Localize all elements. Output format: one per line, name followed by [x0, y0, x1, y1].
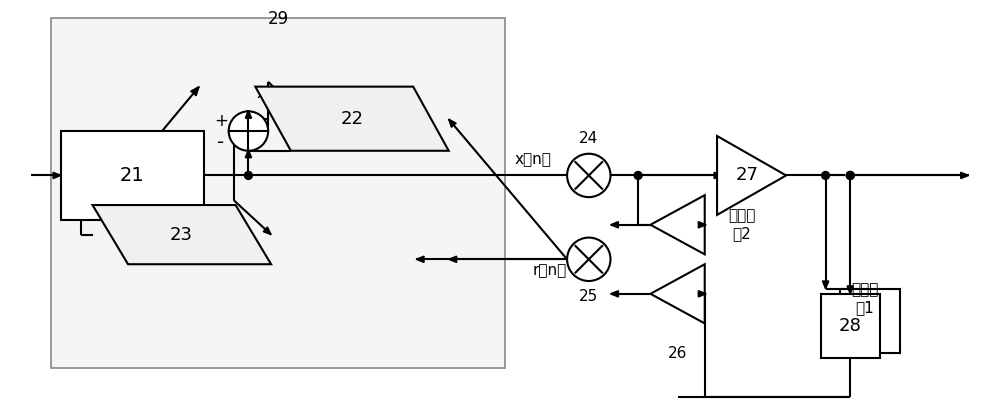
Text: 28: 28 [839, 317, 862, 335]
Polygon shape [245, 110, 252, 118]
Text: 27: 27 [735, 166, 758, 184]
Polygon shape [717, 136, 786, 215]
Text: 28: 28 [859, 312, 881, 330]
Polygon shape [416, 256, 424, 262]
Bar [61, 131, 204, 220]
Text: 23: 23 [170, 226, 193, 244]
Polygon shape [263, 227, 271, 234]
Polygon shape [847, 286, 853, 294]
Polygon shape [449, 119, 456, 127]
Polygon shape [961, 172, 969, 178]
Polygon shape [650, 264, 705, 323]
Polygon shape [255, 87, 449, 151]
Polygon shape [93, 205, 271, 264]
Circle shape [846, 171, 854, 179]
Text: -: - [217, 133, 224, 152]
Text: 观测回
剶1: 观测回 剶1 [851, 283, 879, 315]
Text: x（n）: x（n） [515, 153, 552, 168]
Text: 25: 25 [579, 289, 598, 304]
Bar [821, 294, 880, 358]
Text: r（n）: r（n） [533, 264, 567, 278]
Polygon shape [714, 172, 722, 178]
Bar [845, 171, 855, 181]
Polygon shape [611, 290, 618, 297]
Text: 观测回
剶2: 观测回 剶2 [728, 209, 755, 241]
Polygon shape [611, 222, 618, 228]
Circle shape [567, 238, 611, 281]
Polygon shape [53, 172, 61, 178]
Text: +: + [214, 112, 228, 130]
Polygon shape [650, 195, 705, 254]
Polygon shape [822, 281, 829, 289]
Text: 22: 22 [341, 110, 364, 128]
Polygon shape [449, 256, 457, 262]
Polygon shape [245, 150, 252, 158]
Text: 24: 24 [579, 131, 598, 146]
Bar [840, 289, 900, 353]
Bar [51, 17, 505, 368]
Circle shape [229, 111, 268, 151]
Text: 21: 21 [120, 166, 144, 185]
Text: 26: 26 [668, 346, 687, 361]
Circle shape [567, 154, 611, 197]
Circle shape [846, 171, 854, 179]
Circle shape [244, 171, 252, 179]
Text: 29: 29 [267, 10, 289, 28]
Circle shape [634, 171, 642, 179]
Circle shape [822, 171, 830, 179]
Polygon shape [698, 222, 706, 228]
Text: x（n）: x（n） [256, 86, 293, 101]
Polygon shape [698, 290, 706, 297]
Polygon shape [191, 87, 199, 96]
